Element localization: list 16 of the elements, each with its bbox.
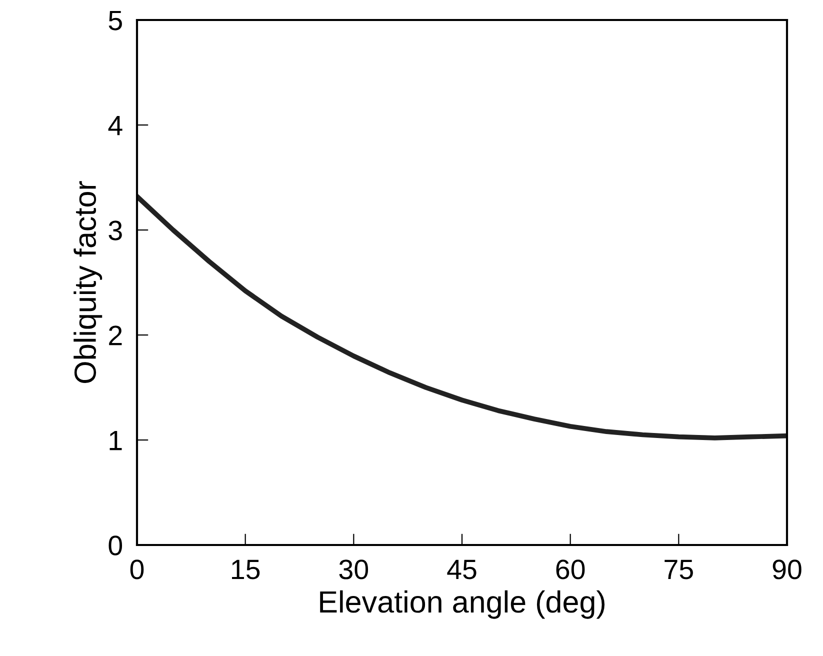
y-tick-label: 2 xyxy=(109,326,122,346)
x-axis-title: Elevation angle (deg) xyxy=(320,590,604,619)
x-tick-label: 75 xyxy=(664,560,693,580)
y-tick-label: 1 xyxy=(110,430,122,450)
x-tick-label: 60 xyxy=(556,560,585,580)
y-axis-title: Obliquity factor xyxy=(74,181,102,383)
x-tick-label: 15 xyxy=(232,560,260,580)
x-tick-label: 90 xyxy=(772,560,802,580)
y-tick-label: 0 xyxy=(108,536,122,556)
y-tick-label: 3 xyxy=(108,220,122,240)
x-tick-label: 30 xyxy=(339,560,368,580)
line-series xyxy=(137,194,787,440)
x-tick-label: 45 xyxy=(447,560,476,580)
y-tick-label: 5 xyxy=(108,10,122,30)
x-tick-label: 0 xyxy=(130,560,144,580)
y-tick-label: 4 xyxy=(108,116,122,136)
